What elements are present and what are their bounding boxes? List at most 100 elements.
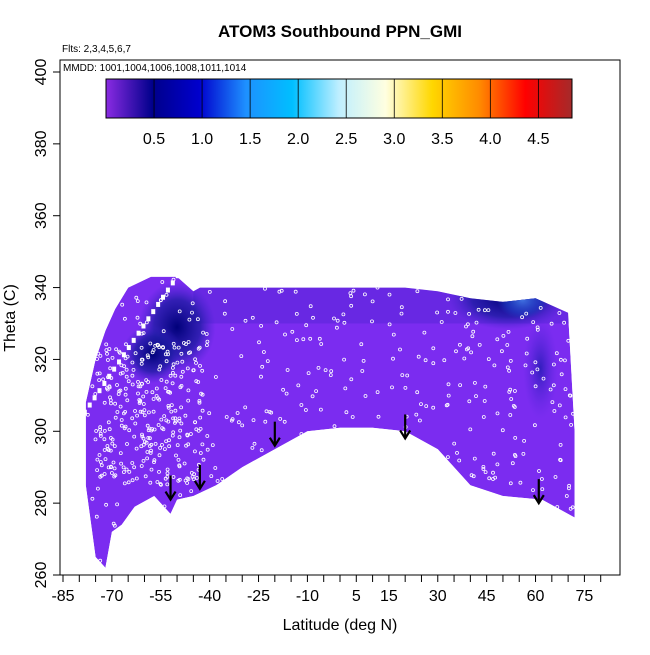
x-tick-label: 30: [429, 588, 447, 605]
sample-point: [97, 378, 101, 383]
field-edge-step: [165, 287, 170, 293]
sample-point: [146, 410, 151, 415]
sample-point: [511, 403, 516, 408]
sample-point: [130, 478, 135, 483]
sample-point: [149, 442, 154, 447]
sample-point: [415, 289, 420, 294]
sample-point: [133, 409, 137, 413]
arrow-head: [532, 494, 545, 506]
sample-point: [134, 446, 139, 451]
sample-point: [171, 277, 176, 282]
sample-point: [239, 354, 244, 359]
sample-point: [94, 514, 99, 519]
sample-point: [555, 505, 560, 509]
sample-point: [198, 451, 203, 455]
sample-point: [90, 384, 95, 389]
sample-point: [169, 403, 174, 408]
sample-point: [97, 371, 102, 376]
sample-point: [531, 320, 536, 325]
field-edge-step: [141, 323, 146, 329]
sample-point: [179, 351, 184, 356]
sample-point: [171, 341, 176, 346]
sample-point: [150, 390, 155, 395]
sample-point: [158, 445, 163, 450]
sample-point: [154, 386, 159, 391]
sample-point: [398, 347, 402, 352]
sample-point: [259, 323, 264, 328]
sample-point: [106, 420, 111, 425]
field-edge-step: [146, 316, 151, 322]
sample-point: [124, 367, 129, 372]
sample-point: [474, 394, 478, 399]
sample-point: [508, 358, 513, 363]
sample-point: [308, 336, 313, 341]
sample-point: [177, 435, 182, 440]
sample-point: [139, 345, 144, 350]
field-edge-step: [82, 409, 87, 415]
sample-point: [537, 469, 541, 473]
field-edge-step: [97, 388, 102, 394]
sample-point: [311, 315, 315, 320]
sample-point: [165, 474, 170, 479]
sample-point: [141, 331, 146, 335]
sample-point: [454, 349, 458, 354]
sample-point: [145, 456, 150, 461]
sample-point: [113, 415, 118, 420]
colorbar-tick-label: 0.5: [143, 131, 165, 148]
sample-point: [508, 481, 513, 486]
sample-point: [431, 405, 436, 410]
sample-point: [414, 412, 419, 417]
sample-point: [260, 364, 265, 369]
sample-point: [513, 454, 518, 459]
sample-point: [435, 310, 440, 315]
sample-point: [166, 352, 171, 357]
sample-point: [148, 341, 153, 346]
colorbar-tick-label: 1.5: [239, 131, 261, 148]
sample-point: [194, 379, 199, 384]
sample-point: [181, 341, 186, 345]
colorbar: 0.5 1.0 1.5 2.0 2.5 3.0 3.5 4.0 4.5: [105, 78, 573, 148]
sample-point: [464, 324, 468, 329]
sample-point: [342, 320, 347, 325]
field-edge-step: [126, 345, 131, 351]
field-edge-step: [112, 366, 117, 372]
sample-point: [563, 415, 568, 420]
sample-point: [126, 345, 131, 350]
sample-point: [185, 476, 190, 481]
sample-point: [552, 362, 556, 367]
sample-point: [194, 427, 199, 432]
field-edge-step: [151, 309, 156, 315]
sample-point: [304, 323, 309, 328]
sample-point: [98, 433, 103, 438]
sample-point: [94, 429, 99, 433]
sample-point: [119, 461, 123, 466]
sample-point: [457, 458, 462, 463]
chart-title: ATOM3 Southbound PPN_GMI: [218, 22, 462, 41]
sample-point: [172, 420, 177, 425]
sample-point: [143, 474, 148, 479]
field-edge-step: [156, 301, 161, 307]
sample-point: [123, 316, 127, 321]
sample-point: [119, 418, 124, 422]
sample-point: [178, 493, 183, 498]
y-tick-label: 380: [33, 130, 50, 157]
sample-point: [136, 391, 140, 396]
sample-point: [142, 408, 147, 413]
sample-point: [500, 428, 505, 433]
sample-point: [107, 347, 112, 351]
sample-point: [423, 358, 428, 363]
sample-point: [431, 346, 436, 351]
sample-point: [123, 356, 128, 361]
sample-point: [165, 482, 170, 487]
sample-point: [164, 379, 169, 384]
sample-point: [99, 463, 104, 468]
sample-point: [110, 441, 115, 446]
sample-point: [318, 407, 323, 412]
sample-point: [293, 289, 298, 294]
sample-point: [141, 394, 146, 399]
sample-point: [168, 373, 173, 378]
sample-point: [200, 368, 205, 373]
sample-point: [204, 332, 209, 336]
sample-point: [439, 320, 444, 324]
